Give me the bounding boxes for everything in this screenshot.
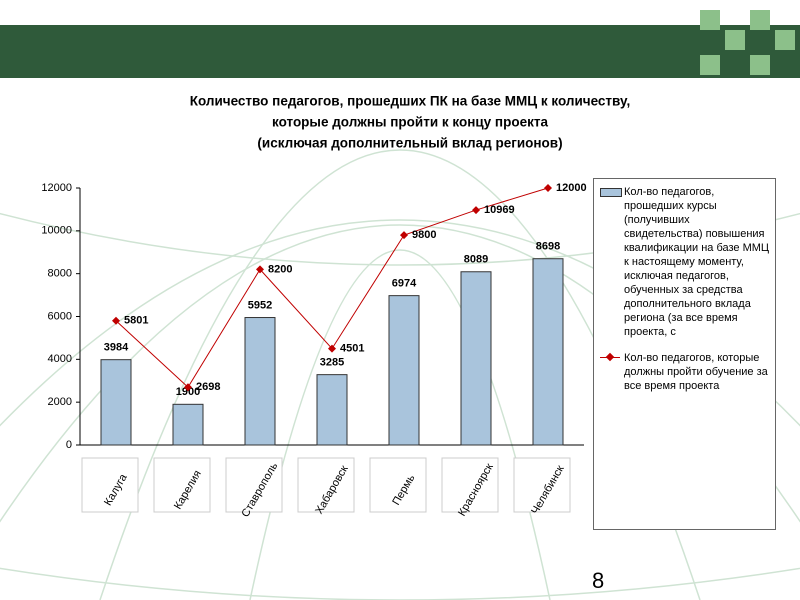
line-marker — [256, 265, 264, 274]
bar — [100, 359, 132, 446]
bar — [244, 317, 276, 446]
chart-title: (исключая дополнительный вклад регионов) — [257, 136, 562, 151]
y-tick-label: 8000 — [48, 268, 72, 280]
line-value-label: 8200 — [268, 263, 292, 275]
chart-title: Количество педагогов, прошедших ПК на ба… — [190, 94, 631, 109]
line-marker — [472, 206, 480, 215]
line-value-label: 4501 — [340, 343, 364, 355]
legend: Кол-во педагогов, прошедших курсы (получ… — [593, 178, 776, 530]
legend-swatch — [598, 185, 624, 199]
line-value-label: 9800 — [412, 229, 436, 241]
header-squares — [700, 10, 795, 75]
line-marker — [400, 231, 408, 240]
bar — [460, 271, 492, 446]
header-band — [0, 25, 800, 78]
legend-label: Кол-во педагогов, которые должны пройти … — [624, 352, 768, 392]
bar-value-label: 3285 — [320, 357, 344, 369]
bar-value-label: 3984 — [104, 342, 129, 354]
line-marker — [544, 184, 552, 192]
legend-item: Кол-во педагогов, прошедших курсы (получ… — [598, 185, 771, 339]
x-label-box — [297, 457, 355, 513]
bar-value-label: 5952 — [248, 299, 272, 311]
line-value-label: 12000 — [556, 182, 587, 194]
page-number: 8 — [592, 568, 604, 593]
x-label-box — [153, 457, 211, 513]
chart-title: которые должны пройти к концу проекта — [272, 115, 548, 130]
bar — [172, 403, 204, 446]
x-label-box — [369, 457, 427, 513]
line-value-label: 5801 — [124, 315, 148, 327]
x-label-box — [81, 457, 139, 513]
bar — [388, 295, 420, 446]
y-tick-label: 2000 — [48, 396, 72, 408]
line-marker — [112, 316, 120, 325]
legend-item: Кол-во педагогов, которые должны пройти … — [598, 351, 771, 393]
legend-label: Кол-во педагогов, прошедших курсы (получ… — [624, 186, 770, 338]
x-label-box — [225, 457, 283, 513]
line-marker — [184, 383, 192, 392]
legend-swatch — [598, 351, 624, 365]
bar-value-label: 6974 — [392, 278, 417, 290]
line-value-label: 10969 — [484, 204, 515, 216]
bar-value-label: 8698 — [536, 241, 560, 253]
x-label-box — [441, 457, 499, 513]
y-tick-label: 12000 — [41, 182, 72, 194]
bar — [532, 258, 564, 446]
y-tick-label: 10000 — [41, 225, 72, 237]
line-marker — [328, 344, 336, 353]
x-label-box — [513, 457, 571, 513]
line-value-label: 2698 — [196, 381, 220, 393]
bar-value-label: 8089 — [464, 254, 488, 266]
bar-value-label: 1900 — [176, 386, 200, 398]
y-tick-label: 0 — [66, 439, 72, 451]
bar — [316, 374, 348, 446]
y-tick-label: 6000 — [48, 310, 72, 322]
y-tick-label: 4000 — [48, 353, 72, 365]
